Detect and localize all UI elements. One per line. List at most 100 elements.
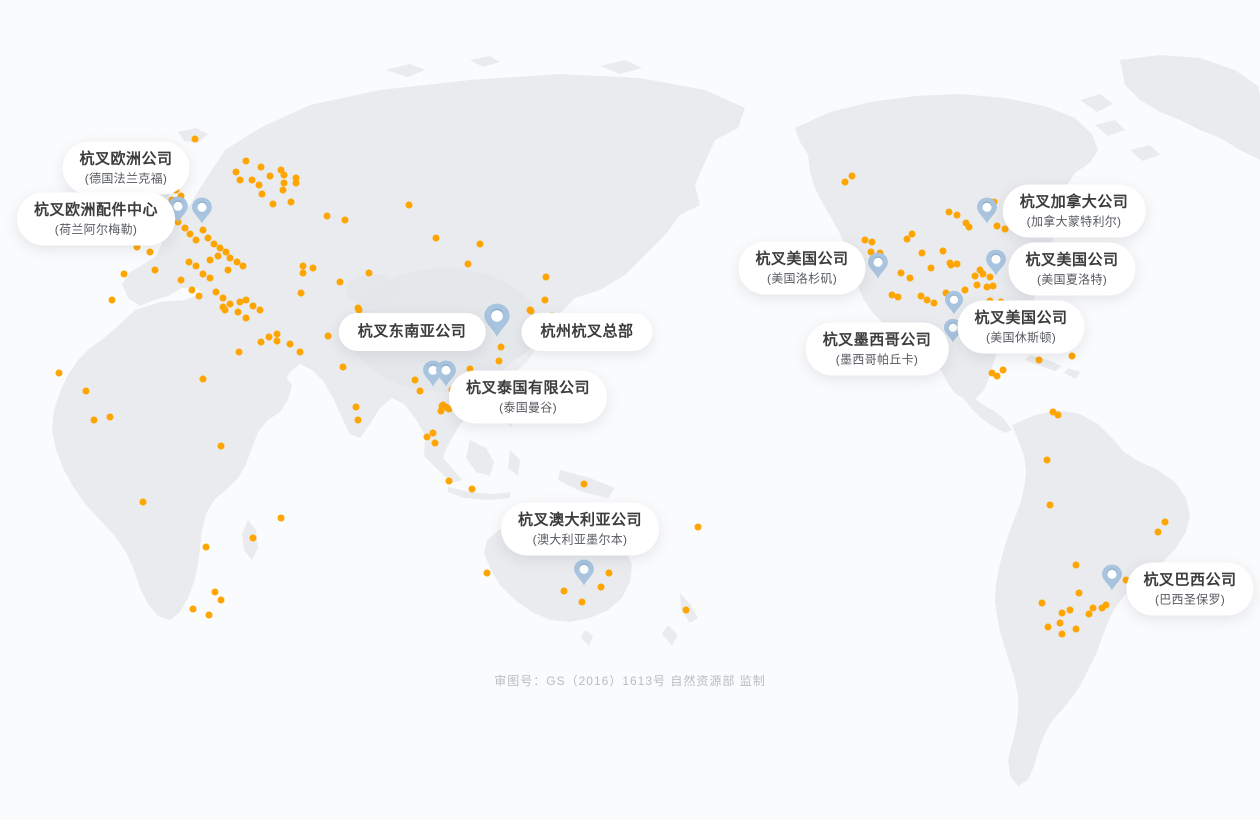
location-label-europe-company: 杭叉欧洲公司 (德国法兰克福) (62, 141, 190, 195)
map-dot (181, 224, 189, 232)
map-dot (280, 179, 288, 187)
map-dot (90, 416, 98, 424)
map-dot (297, 289, 305, 297)
map-dot (405, 201, 413, 209)
location-label-us-company-houston: 杭叉美国公司 (美国休斯顿) (957, 300, 1085, 354)
map-dot (199, 270, 207, 278)
pin-hangzhou-headquarters (483, 303, 511, 338)
map-dot (439, 401, 447, 409)
location-pin-icon (986, 249, 1006, 276)
location-label-europe-parts-center: 杭叉欧洲配件中心 (荷兰阿尔梅勒) (16, 192, 176, 246)
map-dot (177, 192, 185, 200)
map-dot (217, 596, 225, 604)
location-pin-icon (484, 303, 510, 337)
map-dot (988, 369, 996, 377)
map-dot (939, 247, 947, 255)
map-dot (682, 606, 690, 614)
map-dot (927, 264, 935, 272)
map-dot (867, 248, 875, 256)
map-dot (1154, 528, 1162, 536)
map-dot (848, 172, 856, 180)
map-dot (1066, 606, 1074, 614)
map-dot (233, 258, 241, 266)
location-label-subtitle: (泰国曼谷) (499, 400, 557, 415)
map-dot (286, 340, 294, 348)
island-greenland (1120, 55, 1260, 160)
map-dot (999, 366, 1007, 374)
map-dot (1044, 623, 1052, 631)
map-dot (248, 176, 256, 184)
pin-australia-melbourne (573, 559, 595, 587)
map-dot (186, 230, 194, 238)
location-label-subtitle: (荷兰阿尔梅勒) (54, 222, 138, 237)
map-dot (249, 302, 257, 310)
map-dot (894, 293, 902, 301)
map-dot (445, 405, 453, 413)
map-dot (868, 238, 876, 246)
map-dot (1072, 561, 1080, 569)
map-dot (120, 270, 128, 278)
map-dot (204, 234, 212, 242)
location-label-title: 杭叉美国公司 (974, 309, 1068, 327)
island-japan (540, 283, 559, 322)
map-dot (139, 498, 147, 506)
region-shade-caspian (346, 274, 398, 306)
map-dot (192, 236, 200, 244)
map-dot (989, 282, 997, 290)
map-dot (277, 166, 285, 174)
map-dot (1058, 609, 1066, 617)
map-dot (437, 407, 445, 415)
map-dot (211, 588, 219, 596)
map-dot (265, 333, 273, 341)
map-dot (226, 254, 234, 262)
location-label-us-company-charlotte: 杭叉美国公司 (美国夏洛特) (1008, 242, 1136, 296)
map-dot (897, 269, 905, 277)
map-dot (191, 135, 199, 143)
map-dot (235, 348, 243, 356)
map-dot (219, 294, 227, 302)
map-dot (232, 168, 240, 176)
location-label-subtitle: (巴西圣保罗) (1154, 592, 1226, 607)
map-dot (257, 338, 265, 346)
map-dot (432, 234, 440, 242)
map-dot (210, 240, 218, 248)
location-label-title: 杭叉欧洲配件中心 (33, 201, 159, 219)
map-dot (971, 272, 979, 280)
map-dot (106, 413, 114, 421)
map-dot (466, 365, 474, 373)
location-label-title: 杭叉东南亚公司 (357, 323, 467, 340)
map-dot (497, 343, 505, 351)
map-dot (324, 332, 332, 340)
map-dot (1058, 630, 1066, 638)
map-dot (55, 369, 63, 377)
map-dot (976, 266, 984, 274)
map-dot (280, 171, 288, 179)
location-pin-icon (192, 197, 212, 224)
map-dot (212, 288, 220, 296)
pin-europe-parts-center (167, 196, 189, 224)
location-pin-icon (168, 196, 188, 223)
map-dot (299, 262, 307, 270)
map-dot (266, 172, 274, 180)
map-dot (206, 274, 214, 282)
location-pin-icon (574, 559, 594, 586)
location-pin-icon (977, 197, 997, 224)
map-dot (226, 300, 234, 308)
location-pin-icon (1102, 564, 1122, 591)
location-label-title: 杭叉欧洲公司 (79, 150, 173, 168)
map-dot (249, 534, 257, 542)
map-dot (242, 157, 250, 165)
map-dot (273, 337, 281, 345)
map-dot (205, 611, 213, 619)
islands-arctic (385, 56, 642, 77)
location-pin-icon (436, 360, 456, 387)
map-dot (1122, 576, 1130, 584)
map-dot (1056, 619, 1064, 627)
map-dot (918, 249, 926, 257)
island-borneo (466, 440, 494, 476)
map-dot (217, 442, 225, 450)
map-dot (986, 273, 994, 281)
map-dot (1038, 599, 1046, 607)
map-dot (953, 260, 961, 268)
